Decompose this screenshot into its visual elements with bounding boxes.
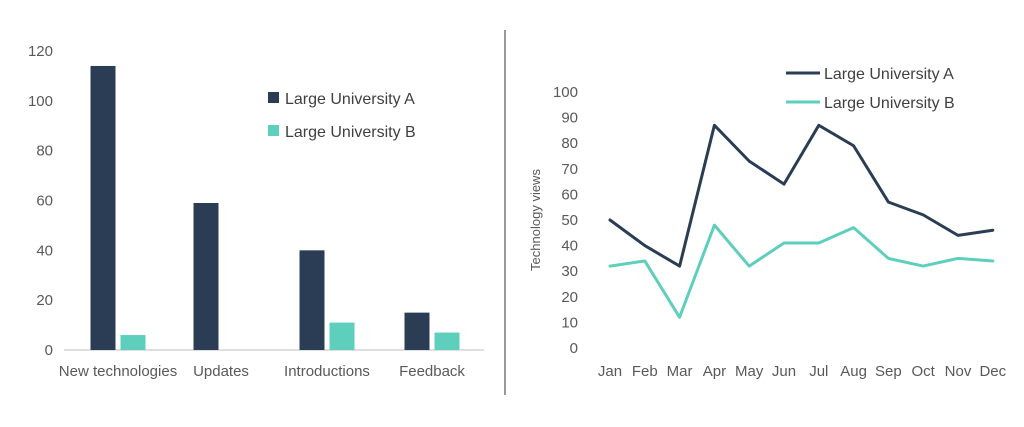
- line-x-tick-label: Jun: [772, 363, 796, 380]
- bar-y-axis: 0 20 40 60 80 100 120: [28, 43, 53, 359]
- line-series-a: [608, 123, 995, 268]
- line-y-tick-label: 60: [561, 186, 578, 203]
- line-y-axis-title: Technology views: [528, 169, 543, 271]
- bar-series-a: [404, 312, 430, 350]
- line-x-tick-label: May: [735, 363, 764, 380]
- line-y-tick-label: 50: [561, 212, 578, 229]
- bar-x-tick-label: Updates: [193, 363, 249, 380]
- bar-y-tick-label: 0: [45, 342, 53, 359]
- bar-y-tick-label: 40: [36, 242, 53, 259]
- bar-series-b: [120, 335, 146, 350]
- line-x-tick-label: Nov: [945, 363, 972, 380]
- bar-chart: 0 20 40 60 80 100 120 New technologies Updates I…: [28, 43, 484, 380]
- bar-series-a: [193, 202, 219, 350]
- line-y-tick-label: 70: [561, 161, 578, 178]
- bar-y-tick-label: 80: [36, 143, 53, 160]
- bar-series-b: [329, 322, 355, 350]
- legend-swatch-series-b: [268, 125, 279, 136]
- line-y-tick-label: 100: [553, 84, 578, 101]
- bar-x-axis: New technologies Updates Introductions Feed…: [59, 363, 466, 380]
- legend-label-line-series-a: Large University A: [824, 66, 954, 83]
- line-x-tick-label: Jan: [598, 363, 622, 380]
- line-y-tick-label: 30: [561, 263, 578, 280]
- line-y-tick-label: 80: [561, 135, 578, 152]
- bar-x-tick-label: New technologies: [59, 363, 177, 380]
- line-marks: [608, 123, 995, 319]
- line-series-b: [608, 223, 995, 319]
- line-x-tick-label: Aug: [840, 363, 867, 380]
- line-x-tick-label: Oct: [912, 363, 936, 380]
- legend-label-line-series-b: Large University B: [824, 95, 955, 112]
- line-x-tick-label: Mar: [667, 363, 693, 380]
- bar-y-tick-label: 60: [36, 193, 53, 210]
- line-y-tick-label: 0: [570, 340, 578, 357]
- line-y-tick-label: 10: [561, 314, 578, 331]
- line-legend: Large University A Large University B: [786, 66, 955, 112]
- bar-series-a: [90, 65, 116, 350]
- bar-y-tick-label: 20: [36, 292, 53, 309]
- legend-label-series-a: Large University A: [285, 91, 415, 108]
- bar-marks: [90, 65, 460, 350]
- line-x-tick-label: Jul: [809, 363, 828, 380]
- line-x-axis: Jan Feb Mar Apr May Jun Jul Aug Sep Oct Nov Dec: [598, 363, 1007, 380]
- line-y-tick-label: 20: [561, 289, 578, 306]
- line-x-tick-label: Sep: [875, 363, 902, 380]
- bar-series-a: [299, 250, 325, 350]
- line-x-tick-label: Feb: [632, 363, 658, 380]
- line-x-tick-label: Apr: [703, 363, 726, 380]
- line-y-tick-label: 40: [561, 238, 578, 255]
- bar-x-tick-label: Introductions: [284, 363, 370, 380]
- line-chart: Technology views 0102030405060708090100 …: [528, 66, 1007, 380]
- line-x-tick-label: Dec: [979, 363, 1006, 380]
- line-y-tick-label: 90: [561, 110, 578, 127]
- legend-label-series-b: Large University B: [285, 124, 416, 141]
- bar-legend: Large University A Large University B: [268, 91, 416, 141]
- bar-y-tick-label: 120: [28, 43, 53, 60]
- legend-swatch-series-a: [268, 92, 279, 103]
- line-y-axis: 0 10 20 30 40 50 60 70 80 90 100: [553, 84, 578, 357]
- bar-y-tick-label: 100: [28, 93, 53, 110]
- bar-series-b: [434, 332, 460, 350]
- bar-x-tick-label: Feedback: [399, 363, 465, 380]
